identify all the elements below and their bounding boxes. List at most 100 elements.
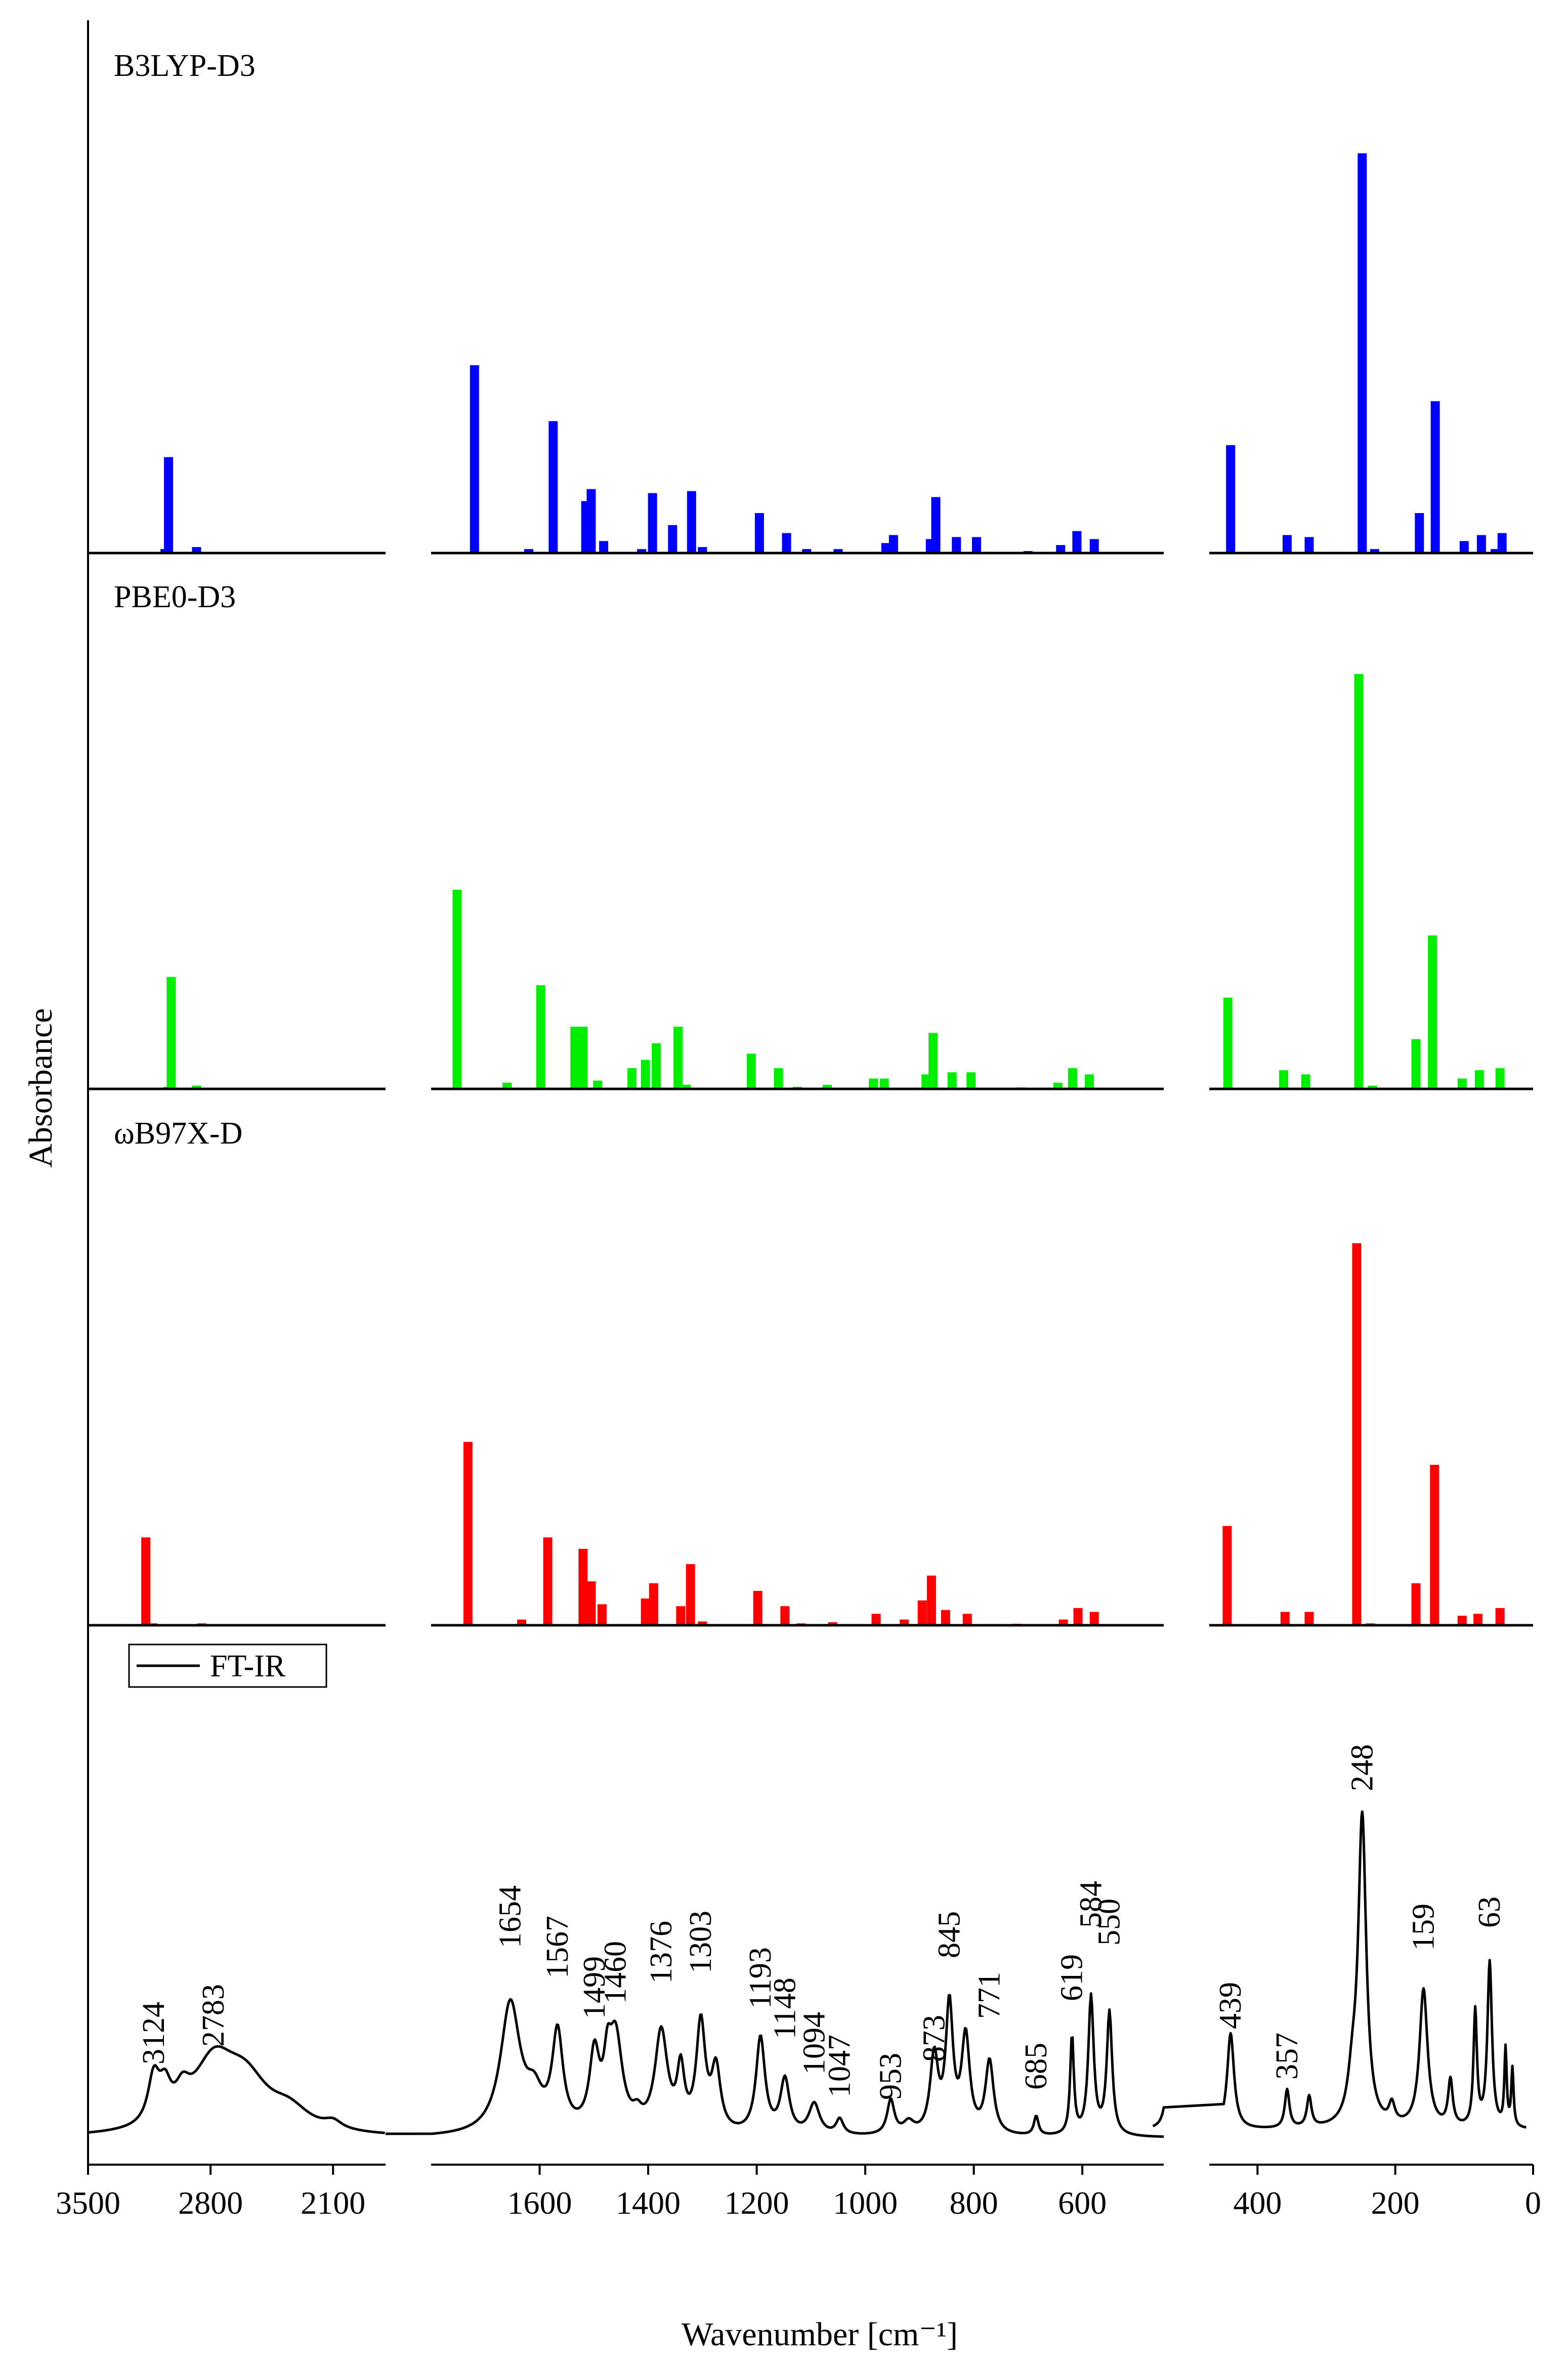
stick-bar	[502, 1082, 512, 1089]
x-tick-label: 600	[1058, 2185, 1107, 2221]
x-tick-label: 1600	[507, 2185, 572, 2221]
stick-bar	[543, 1537, 553, 1625]
ftir-peak-label: 3124	[137, 2002, 171, 2064]
stick-bar	[641, 1060, 650, 1089]
stick-bar	[782, 533, 791, 553]
stick-bar	[931, 497, 941, 553]
ftir-peak-label: 1303	[684, 1911, 718, 1973]
ftir-peak-label: 357	[1270, 2033, 1304, 2080]
stick-bar	[1430, 401, 1440, 553]
stick-bar	[578, 1027, 588, 1089]
ftir-peak-label: 1460	[599, 1941, 633, 2004]
ftir-peak-label: 248	[1345, 1744, 1379, 1791]
ftir-peak-label: 845	[932, 1911, 966, 1958]
stick-bar	[1222, 1526, 1232, 1625]
stick-bar	[928, 1033, 938, 1089]
stick-bar	[1354, 674, 1364, 1089]
stick-bar	[673, 1027, 683, 1089]
stick-bar	[166, 977, 176, 1089]
stick-bar	[1370, 549, 1379, 553]
y-axis-label: Absorbance	[22, 1008, 59, 1167]
stick-bar	[1053, 1082, 1063, 1089]
stick-bar	[1304, 537, 1314, 553]
stick-bar	[828, 1622, 837, 1625]
x-tick-label: 200	[1371, 2185, 1420, 2221]
ftir-peak-label: 1654	[493, 1885, 528, 1948]
stick-bar	[1495, 1608, 1505, 1625]
stick-bar	[833, 549, 843, 553]
stick-bar	[921, 1074, 931, 1089]
ftir-peak-label: 685	[1019, 2043, 1053, 2090]
stick-bar	[1368, 1085, 1377, 1089]
stick-bar	[548, 421, 558, 553]
stick-bar	[524, 549, 534, 553]
stick-bar	[746, 1053, 756, 1089]
stick-bar	[1491, 549, 1500, 553]
stick-bar	[1430, 1464, 1439, 1625]
stick-bar	[962, 1614, 972, 1625]
stick-bar	[1459, 541, 1469, 553]
panel-labels: B3LYP-D3 PBE0-D3 ωB97X-D	[114, 49, 256, 1151]
stick-bar	[1411, 1039, 1421, 1089]
stick-bar	[192, 1085, 201, 1089]
stick-spectra	[141, 153, 1507, 1625]
x-tick-label: 3500	[56, 2185, 120, 2221]
ftir-peak-label: 2783	[196, 1984, 231, 2047]
stick-bar	[1476, 535, 1486, 553]
stick-bar	[686, 1564, 695, 1625]
stick-bar	[597, 1604, 607, 1625]
stick-bar	[687, 491, 696, 553]
stick-bar	[1411, 1583, 1421, 1625]
x-tick-label: 2800	[178, 2185, 243, 2221]
stick-bar	[578, 1549, 588, 1625]
stick-bar	[648, 493, 657, 553]
stick-bar	[822, 1084, 832, 1089]
ftir-peak-label: 63	[1472, 1896, 1507, 1928]
stick-bar	[1282, 535, 1292, 553]
stick-bar	[1085, 1074, 1094, 1089]
stick-bar	[452, 890, 462, 1089]
stick-bar	[1474, 1070, 1484, 1089]
x-ticks: 3500 2800 2100 1600 1400 1200 1000 800 600 400 200…	[56, 2165, 1541, 2221]
x-axis-label: Wavenumber [cm⁻¹]	[682, 2316, 958, 2353]
x-tick-label: 800	[950, 2185, 998, 2221]
stick-bar	[627, 1068, 637, 1089]
x-tick-label: 1000	[833, 2185, 898, 2221]
ftir-peak-label: 619	[1055, 1954, 1089, 2001]
panel-label-b3lyp: B3LYP-D3	[114, 49, 256, 83]
stick-bar	[1428, 935, 1437, 1089]
stick-bar	[1457, 1078, 1467, 1089]
ftir-peak-label: 1567	[540, 1916, 575, 1978]
x-tick-label: 1200	[725, 2185, 789, 2221]
stick-bar	[1473, 1614, 1483, 1625]
stick-bar	[926, 1575, 936, 1625]
stick-bar	[141, 1537, 151, 1625]
stick-bar	[682, 1084, 691, 1089]
stick-bar	[802, 549, 812, 553]
ftir-peak-label: 1499	[577, 1956, 612, 2019]
stick-bar	[698, 547, 707, 553]
ftir-peak-label: 771	[972, 1972, 1007, 2019]
stick-bar	[1415, 513, 1424, 553]
stick-bar	[879, 1078, 889, 1089]
x-tick-label: 0	[1525, 2185, 1541, 2221]
axes	[87, 20, 1533, 2166]
ftir-spectrum-line	[88, 1810, 1527, 2138]
stick-bar	[641, 1598, 650, 1625]
ftir-peak-label: 1193	[743, 1947, 778, 2009]
stick-bar	[463, 1442, 473, 1625]
stick-bar	[1457, 1616, 1467, 1625]
stick-bar	[517, 1619, 527, 1625]
stick-bar	[649, 1583, 658, 1625]
stick-bar	[1056, 545, 1066, 553]
legend: FT-IR	[128, 1643, 327, 1688]
stick-bar	[536, 985, 545, 1089]
stick-bar	[1089, 1612, 1099, 1625]
stick-bar	[888, 535, 898, 553]
stick-bar	[1495, 1068, 1505, 1089]
panel-baselines	[88, 552, 1533, 1627]
stick-bar	[917, 1600, 927, 1625]
panel-label-pbe0: PBE0-D3	[114, 580, 236, 614]
